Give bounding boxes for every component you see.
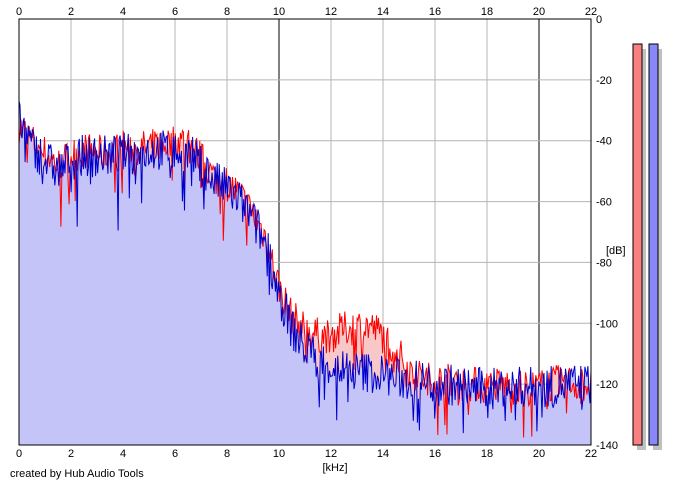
series-line-red <box>18 119 592 438</box>
series-area <box>19 101 591 445</box>
credit-text: created by Hub Audio Tools <box>10 468 144 480</box>
x-tick-label-top-0: 0 <box>16 6 22 18</box>
x-tick-label-top-2: 4 <box>120 6 126 18</box>
x-tick-label-bottom-7: 14 <box>377 448 389 460</box>
x-tick-label-top-4: 8 <box>224 6 230 18</box>
x-tick-labels-top: 0 2 4 6 8 10 12 14 16 18 20 22 <box>16 6 597 18</box>
x-tick-label-top-7: 14 <box>377 6 389 18</box>
x-tick-label-top-5: 10 <box>273 6 285 18</box>
left-level-meter <box>632 43 643 446</box>
series-line-blue <box>18 100 592 434</box>
y-tick-label-1: -20 <box>596 75 612 87</box>
level-meters <box>632 43 662 450</box>
y-tick-label-2: -40 <box>596 136 612 148</box>
x-tick-label-top-1: 2 <box>68 6 74 18</box>
x-tick-label-top-10: 20 <box>533 6 545 18</box>
x-tick-label-top-8: 16 <box>429 6 441 18</box>
right-level-meter <box>648 43 659 446</box>
x-tick-label-bottom-1: 2 <box>68 448 74 460</box>
y-tick-label-3: -60 <box>596 197 612 209</box>
y-tick-label-4: -80 <box>596 257 612 269</box>
x-tick-label-bottom-9: 18 <box>481 448 493 460</box>
x-tick-label-bottom-5: 10 <box>273 448 285 460</box>
y-tick-label-6: -120 <box>596 379 618 391</box>
x-tick-labels-bottom: 0 2 4 6 8 10 12 14 16 18 20 22 <box>16 448 597 460</box>
x-tick-label-bottom-0: 0 <box>16 448 22 460</box>
plot-border <box>18 18 592 446</box>
right-channel-area <box>19 101 591 445</box>
x-tick-label-bottom-6: 12 <box>325 448 337 460</box>
x-tick-label-bottom-11: 22 <box>585 448 597 460</box>
x-tick-label-top-3: 6 <box>172 6 178 18</box>
x-tick-label-bottom-10: 20 <box>533 448 545 460</box>
x-tick-label-top-11: 22 <box>585 6 597 18</box>
y-tick-label-0: 0 <box>596 14 602 26</box>
y-tick-labels: 0 -20 -40 -60 -80 -100 -120 -140 <box>596 14 618 452</box>
x-tick-label-top-9: 18 <box>481 6 493 18</box>
x-axis-label: [kHz] <box>322 462 347 474</box>
y-tick-label-7: -140 <box>596 440 618 452</box>
x-tick-label-bottom-8: 16 <box>429 448 441 460</box>
x-tick-label-bottom-3: 6 <box>172 448 178 460</box>
series-lines <box>18 100 592 438</box>
y-tick-label-5: -100 <box>596 318 618 330</box>
x-tick-label-bottom-2: 4 <box>120 448 126 460</box>
x-tick-label-top-6: 12 <box>325 6 337 18</box>
y-axis-label: [dB] <box>606 245 626 257</box>
x-tick-label-bottom-4: 8 <box>224 448 230 460</box>
